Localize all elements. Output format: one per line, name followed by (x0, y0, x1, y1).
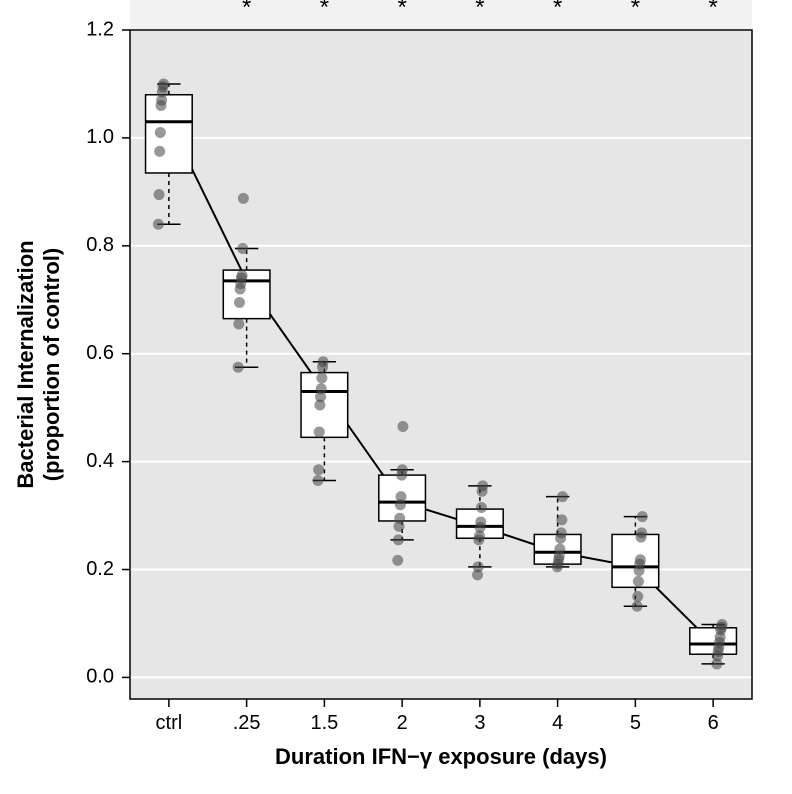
x-tick-label: .25 (233, 712, 261, 734)
significance-star: * (631, 0, 640, 21)
y-tick-label: 0.2 (86, 558, 114, 580)
significance-star: * (553, 0, 562, 21)
x-tick-label: ctrl (156, 712, 183, 734)
y-axis-title-line2: (proportion of control) (39, 248, 64, 481)
y-tick-label: 1.0 (86, 126, 114, 148)
significance-star: * (708, 0, 717, 21)
y-tick-label: 0.4 (86, 450, 114, 472)
y-tick-label: 1.2 (86, 18, 114, 40)
x-tick-label: 2 (397, 712, 408, 734)
significance-star: * (242, 0, 251, 21)
y-tick-label: 0.8 (86, 234, 114, 256)
y-tick-label: 0.6 (86, 342, 114, 364)
x-tick-label: 1.5 (310, 712, 338, 734)
x-tick-label: 5 (630, 712, 641, 734)
boxplot-chart: * * * * * * * 0.0 0.2 0.4 0.6 0.8 1.0 1.2 ctrl .25 1.5 2 3… (0, 0, 792, 794)
significance-star: * (320, 0, 329, 21)
x-tick-label: 6 (708, 712, 719, 734)
x-tick-label: 4 (552, 712, 563, 734)
significance-star: * (397, 0, 406, 21)
significance-star: * (475, 0, 484, 21)
x-tick-label: 3 (474, 712, 485, 734)
y-tick-label: 0.0 (86, 666, 114, 688)
x-axis-title: Duration IFN−γ exposure (days) (275, 744, 607, 769)
y-axis-title-line1: Bacterial Internalization (13, 240, 38, 488)
